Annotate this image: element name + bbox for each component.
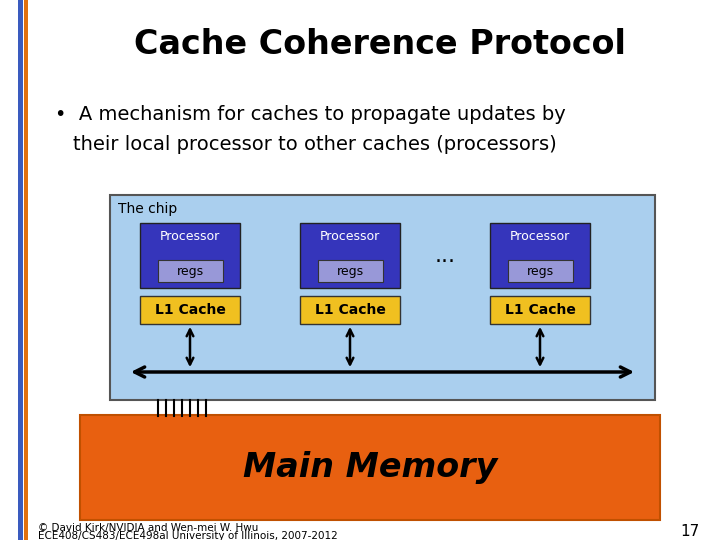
Text: Processor: Processor (160, 231, 220, 244)
Text: regs: regs (336, 265, 364, 278)
Bar (490, 223, 590, 288)
Text: Cache Coherence Protocol: Cache Coherence Protocol (134, 29, 626, 62)
Bar (300, 223, 400, 288)
Text: ...: ... (434, 246, 456, 266)
Bar (158, 260, 222, 282)
Text: L1 Cache: L1 Cache (505, 303, 575, 317)
Text: Processor: Processor (320, 231, 380, 244)
Bar (80, 415, 660, 520)
Text: regs: regs (526, 265, 554, 278)
Text: ECE408/CS483/ECE498al University of Illinois, 2007-2012: ECE408/CS483/ECE498al University of Illi… (38, 531, 338, 540)
Text: regs: regs (176, 265, 204, 278)
Text: © David Kirk/NVIDIA and Wen-mei W. Hwu: © David Kirk/NVIDIA and Wen-mei W. Hwu (38, 523, 258, 533)
Text: 17: 17 (680, 524, 700, 539)
Text: L1 Cache: L1 Cache (315, 303, 385, 317)
Bar (140, 223, 240, 288)
Bar (318, 260, 382, 282)
Bar (18, 0, 23, 540)
Text: Processor: Processor (510, 231, 570, 244)
Text: The chip: The chip (118, 202, 177, 216)
Bar (110, 195, 655, 400)
Text: •  A mechanism for caches to propagate updates by: • A mechanism for caches to propagate up… (55, 105, 566, 125)
Bar (140, 296, 240, 324)
Bar (300, 296, 400, 324)
Bar (490, 296, 590, 324)
Text: L1 Cache: L1 Cache (155, 303, 225, 317)
Bar (24, 0, 28, 540)
Text: their local processor to other caches (processors): their local processor to other caches (p… (73, 136, 557, 154)
Text: Main Memory: Main Memory (243, 451, 498, 484)
Bar (508, 260, 572, 282)
